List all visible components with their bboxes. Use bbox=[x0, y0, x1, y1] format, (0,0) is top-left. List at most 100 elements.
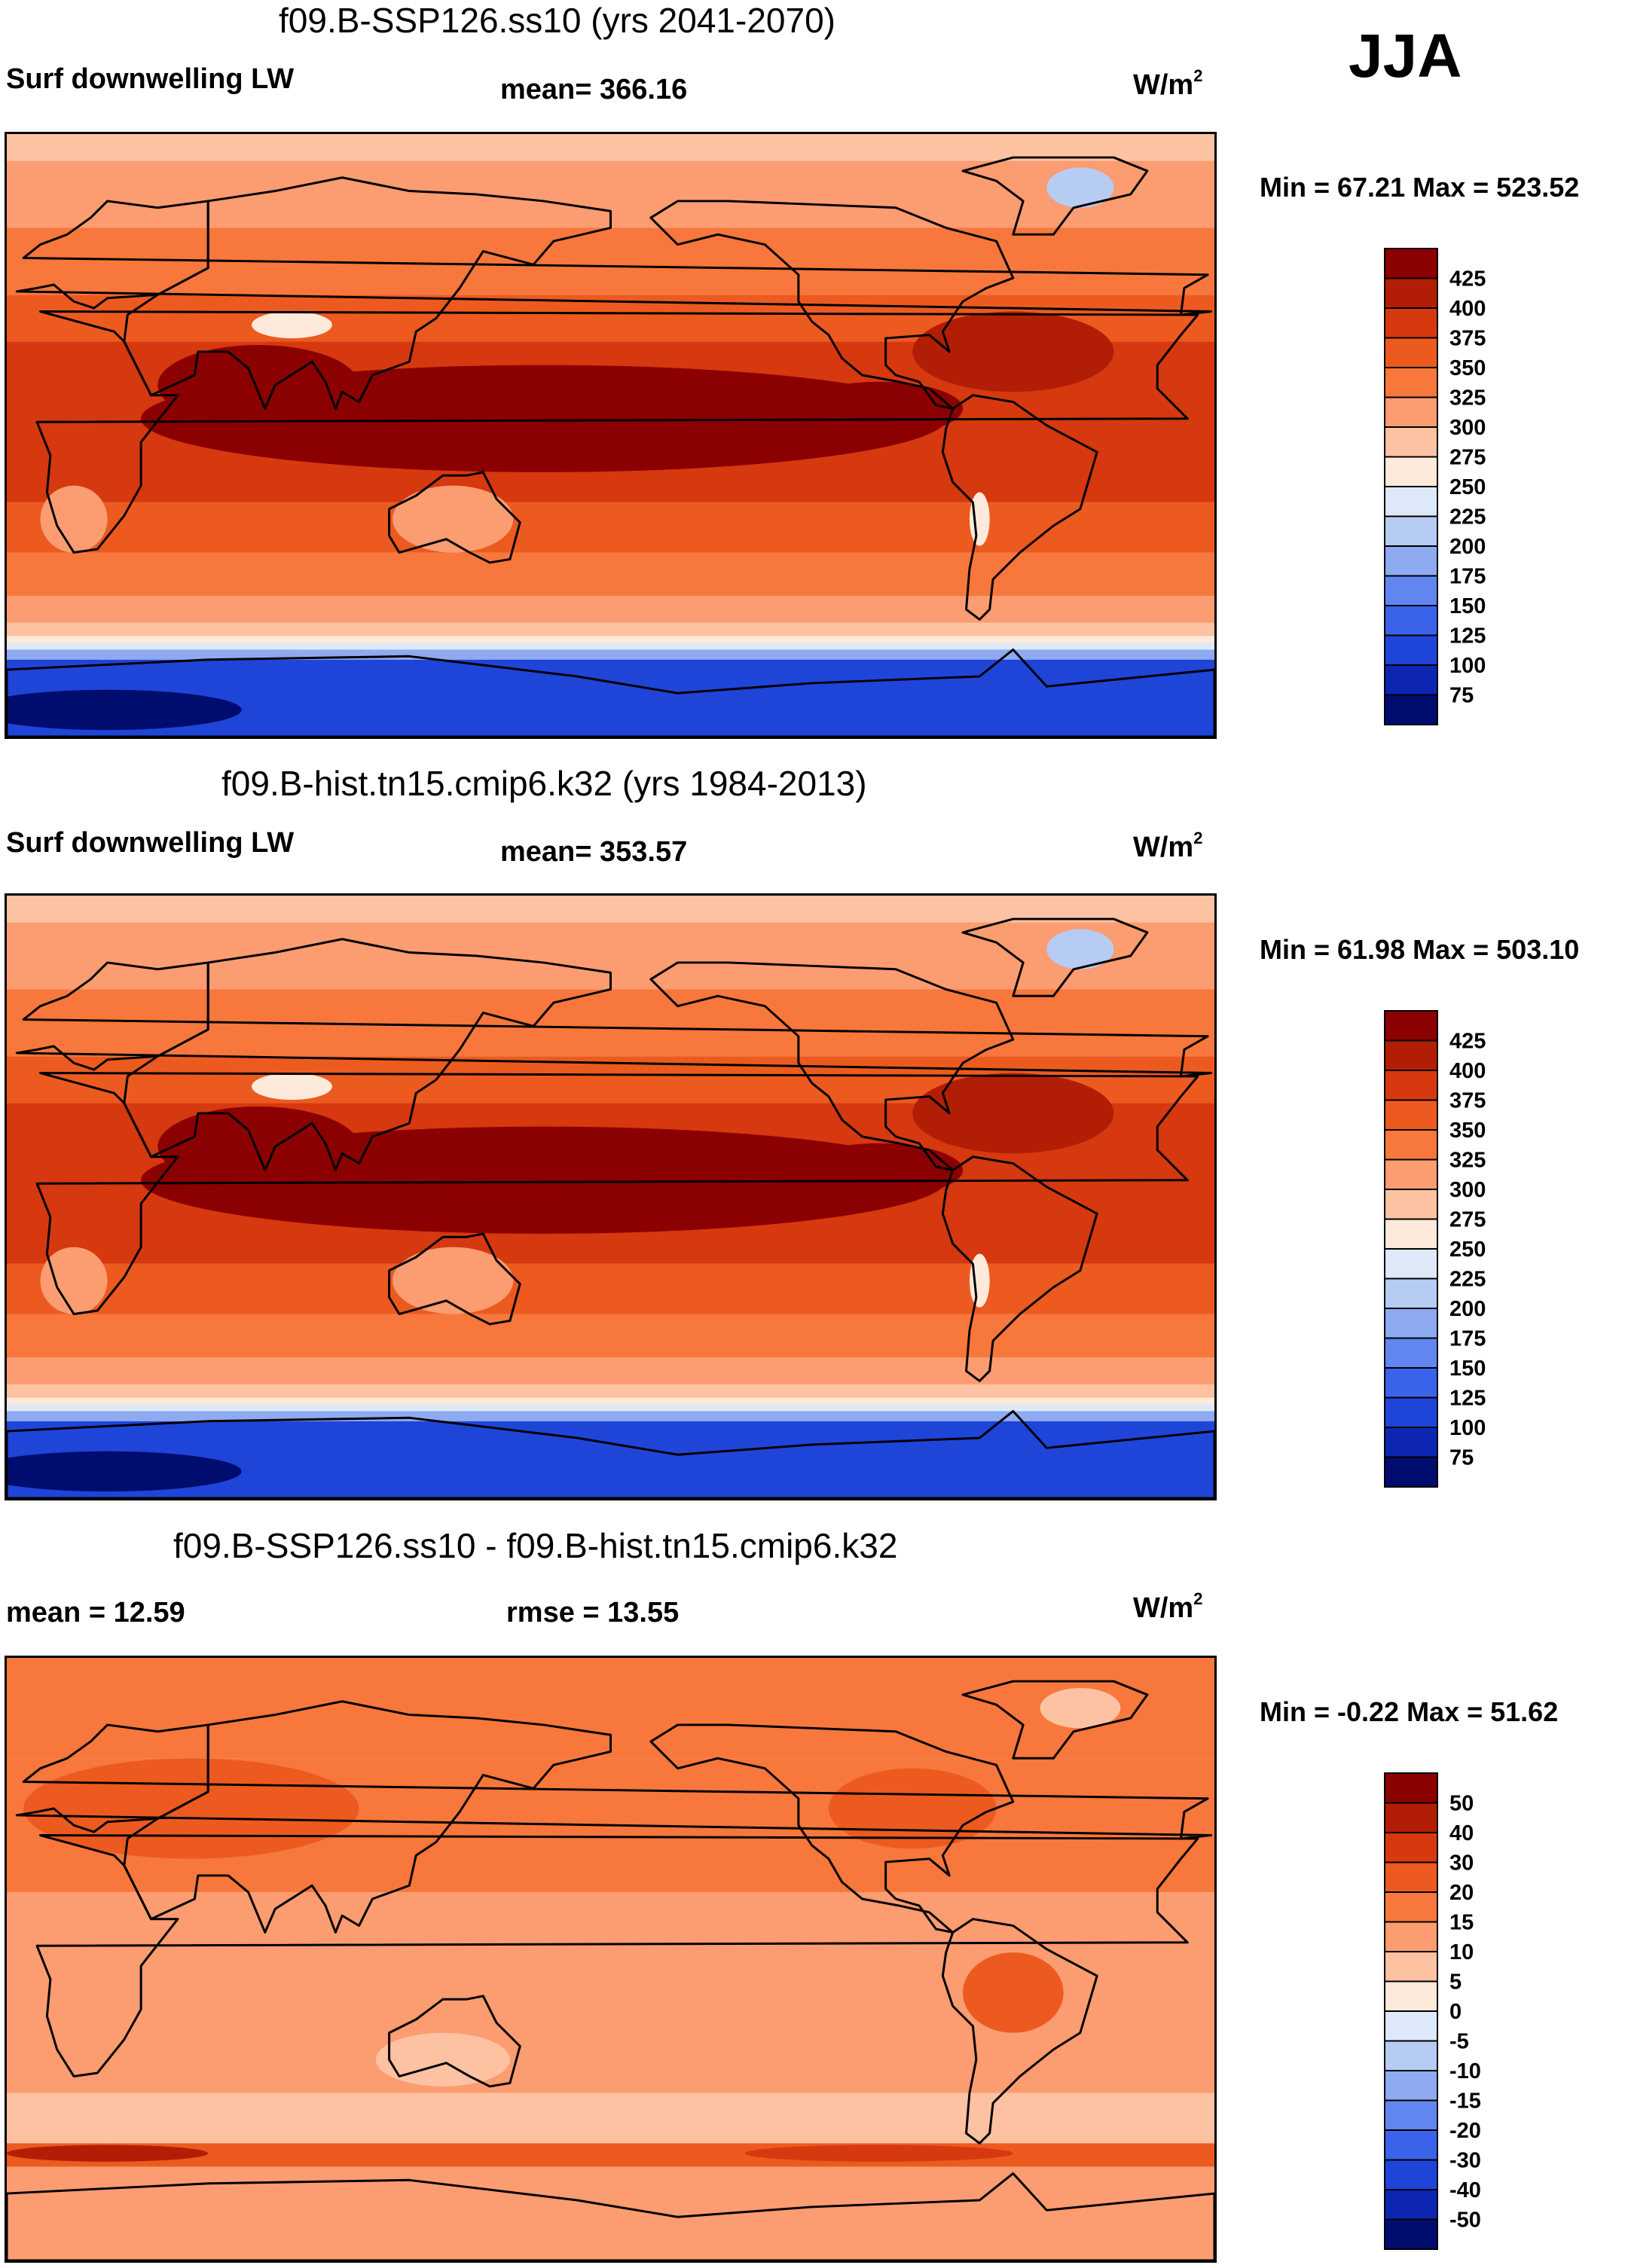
panel-2-antarctic-core bbox=[7, 1451, 242, 1492]
panel-2-colorbar-box-15 bbox=[1384, 1456, 1438, 1488]
panel-3-colorbar-tick-13: -40 bbox=[1449, 2178, 1481, 2202]
panel-2-colorbar-box-8 bbox=[1384, 1248, 1438, 1280]
panel-2-indian-max bbox=[157, 1107, 359, 1187]
panel-1-map bbox=[5, 132, 1217, 739]
panel-2-colorbar-box-2 bbox=[1384, 1070, 1438, 1101]
panel-2-atlantic-max bbox=[912, 1073, 1114, 1154]
panel-2-colorbar-box-11 bbox=[1384, 1337, 1438, 1369]
panel-2-minmax: Min = 61.98 Max = 503.10 bbox=[1260, 934, 1580, 965]
panel-3-colorbar-box-15 bbox=[1384, 2218, 1438, 2250]
panel-2-greenland-cold bbox=[1046, 929, 1114, 969]
panel-1-band-south-mid bbox=[7, 552, 1214, 597]
panel-2-band-south-sub bbox=[7, 1263, 1214, 1314]
panel-2-colorbar-tick-1: 400 bbox=[1449, 1059, 1486, 1083]
panel-1-colorbar-box-1 bbox=[1384, 277, 1438, 309]
panel-3-units: W/m2 bbox=[1133, 1589, 1203, 1624]
panel-1-greenland-cold bbox=[1046, 167, 1114, 208]
panel-1-colorbar-box-7 bbox=[1384, 456, 1438, 487]
panel-3-colorbar-box-11 bbox=[1384, 2099, 1438, 2131]
panel-3-colorbar-tick-2: 30 bbox=[1449, 1851, 1474, 1876]
panel-3-band-south bbox=[7, 2092, 1214, 2144]
panel-3-minmax: Min = -0.22 Max = 51.62 bbox=[1260, 1696, 1559, 1727]
panel-3-colorbar-tick-3: 20 bbox=[1449, 1881, 1474, 1905]
panel-1-colorbar-box-3 bbox=[1384, 337, 1438, 368]
panel-3-southern-max-2 bbox=[744, 2144, 1013, 2162]
panel-1-title: f09.B-SSP126.ss10 (yrs 2041-2070) bbox=[279, 1, 835, 40]
panel-2-colorbar-box-6 bbox=[1384, 1189, 1438, 1220]
panel-3-greenland-cool bbox=[1040, 1688, 1121, 1729]
panel-2-band-south-polar-1 bbox=[7, 1384, 1214, 1398]
panel-2-colorbar-tick-4: 325 bbox=[1449, 1149, 1486, 1173]
panel-1-colorbar-tick-0: 425 bbox=[1449, 267, 1486, 292]
panel-1-units: W/m2 bbox=[1133, 66, 1203, 101]
panel-3-colorbar-box-2 bbox=[1384, 1832, 1438, 1864]
panel-3-coastline-antarctica bbox=[7, 2172, 1214, 2260]
panel-3-colorbar-tick-9: -10 bbox=[1449, 2059, 1481, 2083]
panel-3-colorbar-tick-12: -30 bbox=[1449, 2149, 1481, 2173]
panel-1-colorbar-box-2 bbox=[1384, 307, 1438, 339]
panel-1-band-south-sub bbox=[7, 502, 1214, 553]
panel-1-colorbar-tick-9: 200 bbox=[1449, 535, 1486, 559]
panel-1-colorbar-tick-4: 325 bbox=[1449, 386, 1486, 411]
panel-1-colorbar-tick-1: 400 bbox=[1449, 297, 1486, 321]
panel-1-coastline-antarctica bbox=[7, 648, 1214, 737]
panel-2-colorbar-tick-8: 225 bbox=[1449, 1268, 1486, 1292]
panel-3-coastline-australia bbox=[388, 1995, 521, 2088]
panel-1-minmax: Min = 67.21 Max = 523.52 bbox=[1260, 172, 1580, 203]
panel-3-colorbar-box-12 bbox=[1384, 2129, 1438, 2161]
panel-2-colorbar-tick-11: 150 bbox=[1449, 1357, 1486, 1381]
panel-3-colorbar-box-3 bbox=[1384, 1861, 1438, 1893]
panel-1-colorbar-tick-8: 225 bbox=[1449, 505, 1486, 530]
panel-2-title: f09.B-hist.tn15.cmip6.k32 (yrs 1984-2013… bbox=[221, 764, 867, 803]
panel-1-colorbar-tick-2: 375 bbox=[1449, 327, 1486, 351]
panel-3-colorbar-box-5 bbox=[1384, 1921, 1438, 1952]
panel-1-band-south-polar-2 bbox=[7, 636, 1214, 643]
panel-3-southern-max-1 bbox=[7, 2144, 209, 2162]
panel-1-colorbar-box-8 bbox=[1384, 486, 1438, 517]
panel-2-colorbar-box-9 bbox=[1384, 1277, 1438, 1309]
panel-1-colorbar-box-6 bbox=[1384, 426, 1438, 458]
panel-3-coastline-namerica bbox=[649, 1723, 1015, 1934]
panel-1-coastline-australia bbox=[388, 471, 521, 564]
panel-3-colorbar-tick-1: 40 bbox=[1449, 1821, 1474, 1845]
panel-1-band-south-polar-4 bbox=[7, 649, 1214, 660]
panel-2-band-south-polar-2 bbox=[7, 1397, 1214, 1405]
panel-1-colorbar-tick-13: 100 bbox=[1449, 654, 1486, 678]
panel-3-coastline-samerica bbox=[941, 1918, 1098, 2144]
panel-2-tibet-cold bbox=[252, 1073, 332, 1100]
panel-1-colorbar-tick-11: 150 bbox=[1449, 594, 1486, 618]
panel-2-colorbar-box-4 bbox=[1384, 1129, 1438, 1161]
panel-3-australia-cool bbox=[375, 2032, 510, 2086]
panel-2-andes-cold bbox=[969, 1253, 990, 1308]
panel-3-band-southern-ocean bbox=[7, 2143, 1214, 2167]
panel-2-map bbox=[5, 893, 1217, 1500]
panel-2-colorbar-tick-12: 125 bbox=[1449, 1387, 1486, 1411]
panel-2-coastline-africa bbox=[35, 1072, 1199, 1316]
panel-2-east-pacific-max bbox=[795, 1143, 964, 1197]
panel-1-colorbar-tick-5: 300 bbox=[1449, 416, 1486, 440]
panel-2-variable-label: Surf downwelling LW bbox=[6, 827, 295, 859]
panel-1-colorbar-box-13 bbox=[1384, 634, 1438, 666]
panel-3-rmse: rmse = 13.55 bbox=[506, 1597, 680, 1629]
panel-2-coastline-antarctica bbox=[7, 1409, 1214, 1498]
panel-3-colorbar-box-0 bbox=[1384, 1772, 1438, 1804]
panel-1-atlantic-max bbox=[912, 311, 1114, 392]
panel-1-band-south-polar-1 bbox=[7, 622, 1214, 636]
panel-1-coastline-samerica bbox=[941, 394, 1098, 621]
panel-1-colorbar-tick-14: 75 bbox=[1449, 684, 1474, 708]
panel-3-samerica-warm bbox=[963, 1952, 1064, 2033]
panel-3-colorbar-tick-0: 50 bbox=[1449, 1792, 1474, 1816]
panel-2-band-south-polar-3 bbox=[7, 1404, 1214, 1412]
panel-3-colorbar-box-6 bbox=[1384, 1951, 1438, 1983]
panel-2-coastline-greenland bbox=[961, 917, 1149, 997]
panel-1-colorbar-box-5 bbox=[1384, 396, 1438, 428]
panel-3-colorbar-tick-5: 10 bbox=[1449, 1940, 1474, 1964]
panel-1-colorbar-box-12 bbox=[1384, 605, 1438, 636]
panel-3-coastline-africa bbox=[35, 1834, 1199, 2078]
panel-3-colorbar-tick-4: 15 bbox=[1449, 1911, 1474, 1935]
panel-2-colorbar-tick-2: 375 bbox=[1449, 1089, 1486, 1113]
panel-1-south-africa bbox=[40, 485, 108, 553]
panel-1-colorbar-box-9 bbox=[1384, 515, 1438, 547]
panel-1-coastline-africa bbox=[35, 310, 1199, 554]
panel-1-band-south-polar-3 bbox=[7, 643, 1214, 650]
